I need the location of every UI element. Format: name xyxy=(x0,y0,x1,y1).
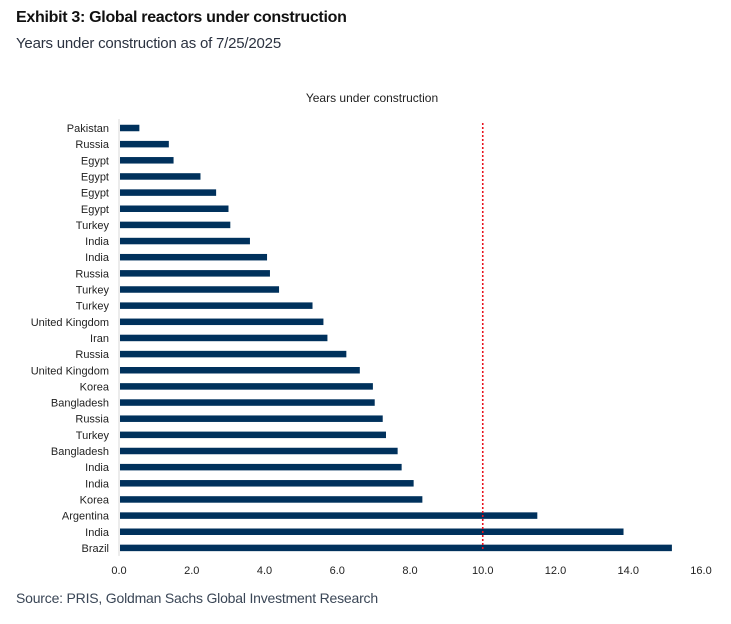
bar-egypt xyxy=(120,157,174,164)
x-tick-labels-group: 0.0 2.0 4.0 6.0 8.0 10.0 12.0 14.0 16.0 xyxy=(111,565,711,577)
category-label: Korea xyxy=(80,494,110,506)
category-label: Iran xyxy=(90,333,109,345)
category-label: Egypt xyxy=(81,204,109,216)
bar-turkey xyxy=(120,286,280,293)
exhibit-subtitle: Years under construction as of 7/25/2025 xyxy=(16,35,281,52)
category-label: Argentina xyxy=(62,511,110,523)
chart-title: Years under construction xyxy=(306,91,438,105)
bar-pakistan xyxy=(120,124,140,132)
bar-russia xyxy=(120,415,383,422)
category-label: Brazil xyxy=(81,543,109,555)
category-label: Korea xyxy=(80,381,110,393)
category-label: Russia xyxy=(75,414,110,426)
source-note: Source: PRIS, Goldman Sachs Global Inves… xyxy=(16,590,378,606)
x-tick-label: 12.0 xyxy=(545,565,566,577)
category-label: Egypt xyxy=(81,171,109,183)
bar-korea xyxy=(120,383,373,390)
category-label: India xyxy=(85,252,110,264)
category-label: Turkey xyxy=(76,430,110,442)
bar-bangladesh xyxy=(120,399,375,406)
x-tick-label: 10.0 xyxy=(472,565,493,577)
bar-india xyxy=(120,480,414,487)
bar-argentina xyxy=(120,512,538,519)
category-label: Egypt xyxy=(81,188,109,200)
bar-brazil xyxy=(120,544,672,552)
bar-india xyxy=(120,253,268,261)
category-label: India xyxy=(85,462,110,474)
x-tick-label: 14.0 xyxy=(618,565,639,577)
category-label: Bangladesh xyxy=(51,398,109,410)
category-label: Russia xyxy=(75,349,110,361)
bar-russia xyxy=(120,350,347,358)
bar-india xyxy=(120,463,402,471)
bar-india xyxy=(120,528,624,535)
category-label: United Kingdom xyxy=(31,365,109,377)
category-label: Turkey xyxy=(76,301,110,313)
bar-russia xyxy=(120,270,270,277)
bar-iran xyxy=(120,334,328,342)
bar-india xyxy=(120,237,250,245)
category-labels-group: Pakistan Russia Egypt Egypt Egypt Egypt Turkey… xyxy=(31,123,110,555)
category-label: Turkey xyxy=(76,285,110,297)
category-label: India xyxy=(85,478,110,490)
x-tick-label: 4.0 xyxy=(257,565,272,577)
category-label: Egypt xyxy=(81,155,109,167)
bar-turkey xyxy=(120,431,386,439)
category-label: India xyxy=(85,236,110,248)
x-tick-label: 16.0 xyxy=(690,565,711,577)
x-tick-label: 8.0 xyxy=(402,565,417,577)
bar-bangladesh xyxy=(120,447,398,455)
category-label: Turkey xyxy=(76,220,110,232)
x-tick-label: 0.0 xyxy=(111,565,126,577)
bar-egypt xyxy=(120,205,229,212)
x-tick-label: 6.0 xyxy=(330,565,345,577)
bar-united-kingdom xyxy=(120,318,324,326)
bar-russia xyxy=(120,140,169,148)
category-label: Russia xyxy=(75,268,110,280)
category-label: United Kingdom xyxy=(31,317,109,329)
category-label: India xyxy=(85,527,110,539)
bar-turkey xyxy=(120,221,231,229)
bar-korea xyxy=(120,496,423,503)
exhibit-title: Exhibit 3: Global reactors under constru… xyxy=(16,9,347,26)
bars-group xyxy=(120,124,672,552)
category-label: Pakistan xyxy=(67,123,109,135)
x-tick-label: 2.0 xyxy=(184,565,199,577)
category-label: Bangladesh xyxy=(51,446,109,458)
bar-united-kingdom xyxy=(120,367,360,374)
bar-turkey xyxy=(120,302,313,309)
bar-egypt xyxy=(120,189,217,196)
bar-egypt xyxy=(120,173,201,180)
category-label: Russia xyxy=(75,139,110,151)
